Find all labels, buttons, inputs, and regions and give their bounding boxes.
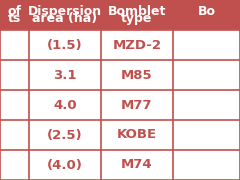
Bar <box>0 150 240 180</box>
Text: Bomblet: Bomblet <box>108 5 166 18</box>
Bar <box>0 90 240 120</box>
Text: KOBE: KOBE <box>117 129 157 141</box>
Text: 3.1: 3.1 <box>53 69 77 82</box>
Text: area (ha): area (ha) <box>32 12 97 25</box>
Text: (1.5): (1.5) <box>47 39 83 51</box>
Bar <box>0 120 240 150</box>
Text: MZD-2: MZD-2 <box>112 39 161 51</box>
Bar <box>0 60 240 90</box>
Text: of: of <box>7 5 21 18</box>
Text: Bo: Bo <box>197 5 216 18</box>
Bar <box>0 30 240 60</box>
Text: M74: M74 <box>121 159 153 172</box>
Text: type: type <box>121 12 152 25</box>
Bar <box>0 0 240 30</box>
Text: (4.0): (4.0) <box>47 159 83 172</box>
Text: (2.5): (2.5) <box>47 129 83 141</box>
Text: M85: M85 <box>121 69 153 82</box>
Text: Dispersion: Dispersion <box>28 5 102 18</box>
Text: M77: M77 <box>121 98 153 111</box>
Text: 4.0: 4.0 <box>53 98 77 111</box>
Text: ts: ts <box>8 12 21 25</box>
